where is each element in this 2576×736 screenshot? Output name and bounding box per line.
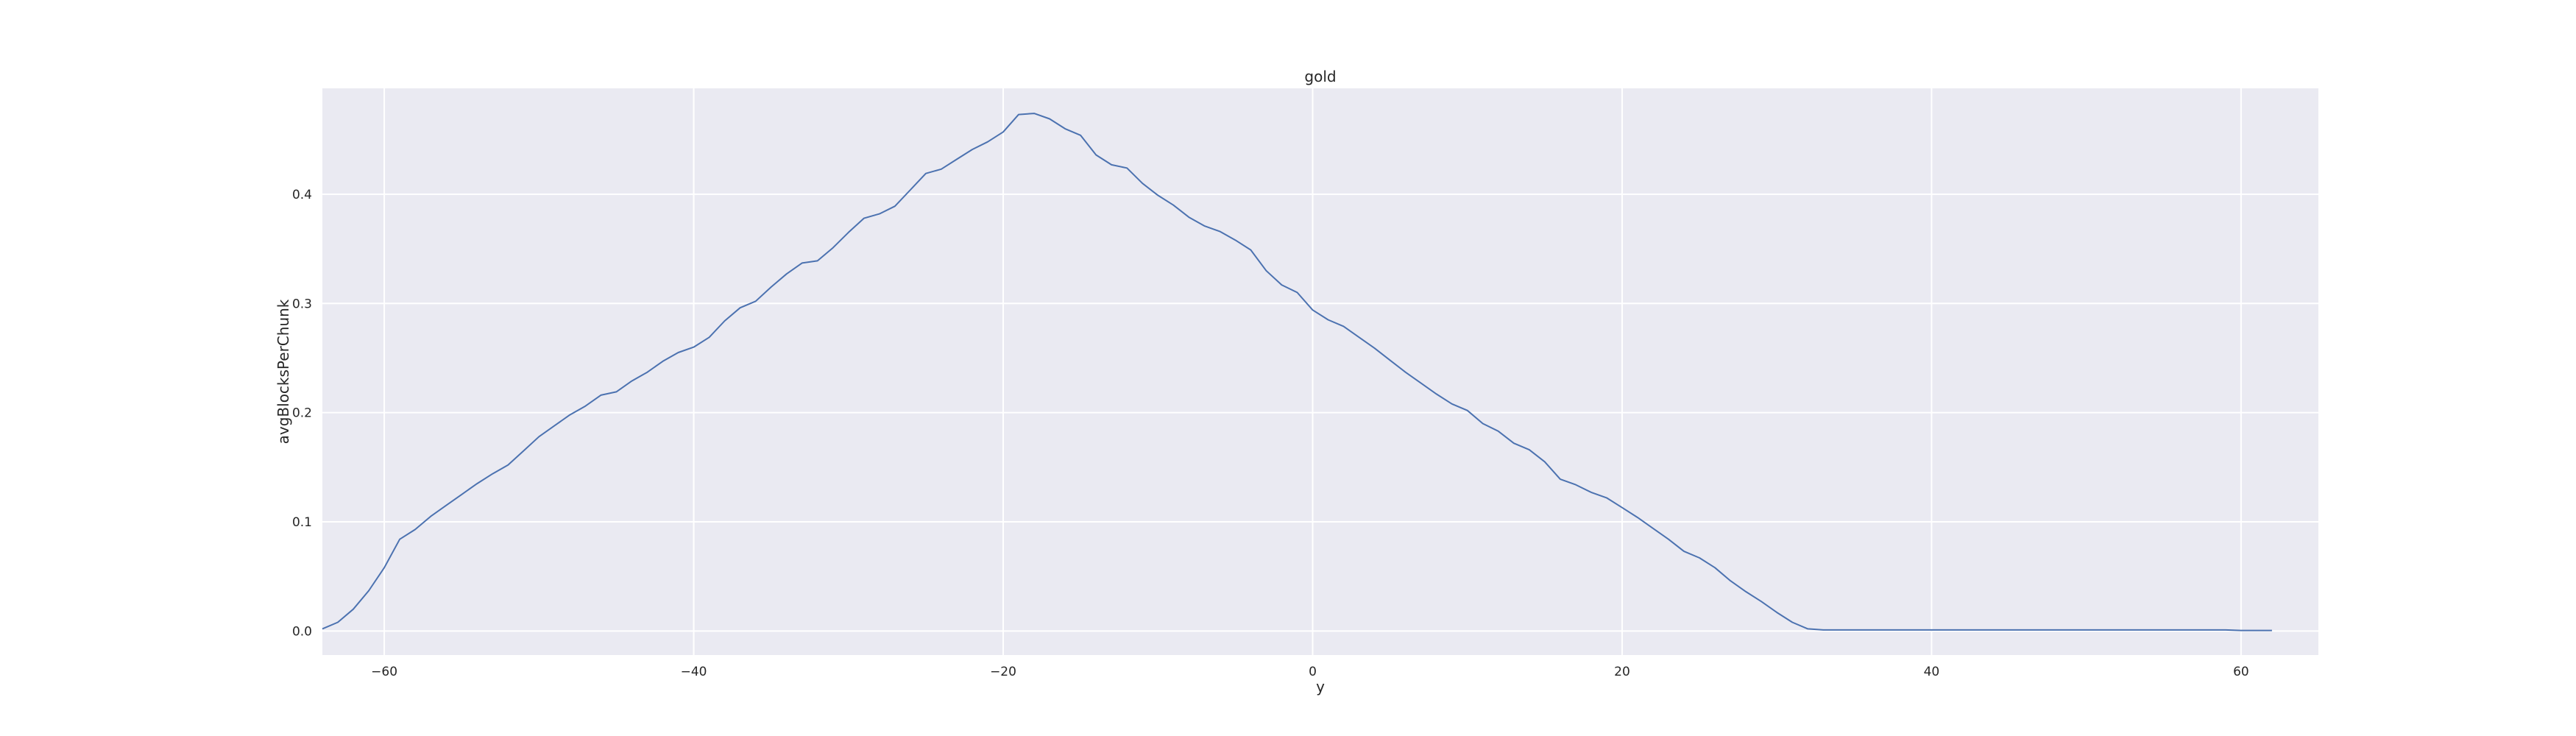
x-tick-label: −60 (371, 665, 397, 679)
plot-area (322, 88, 2318, 655)
series-line (322, 113, 2272, 631)
x-tick-label: −40 (681, 665, 707, 679)
x-tick-labels: −60 −40 −20 0 20 40 60 (371, 665, 2249, 679)
y-axis-label: avgBlocksPerChunk (275, 299, 292, 444)
y-tick-label: 0.3 (292, 297, 312, 311)
grid-lines (322, 88, 2318, 655)
x-tick-label: 60 (2233, 665, 2249, 679)
y-tick-label: 0.4 (292, 188, 312, 202)
y-tick-labels: 0.0 0.1 0.2 0.3 0.4 (292, 188, 312, 639)
x-tick-label: 40 (1924, 665, 1940, 679)
x-axis-label: y (1316, 678, 1325, 696)
chart-title: gold (1304, 68, 1336, 85)
y-tick-label: 0.0 (292, 624, 312, 639)
x-tick-label: 0 (1309, 665, 1317, 679)
x-tick-label: −20 (990, 665, 1016, 679)
y-tick-label: 0.1 (292, 515, 312, 530)
y-tick-label: 0.2 (292, 406, 312, 421)
x-tick-label: 20 (1614, 665, 1630, 679)
